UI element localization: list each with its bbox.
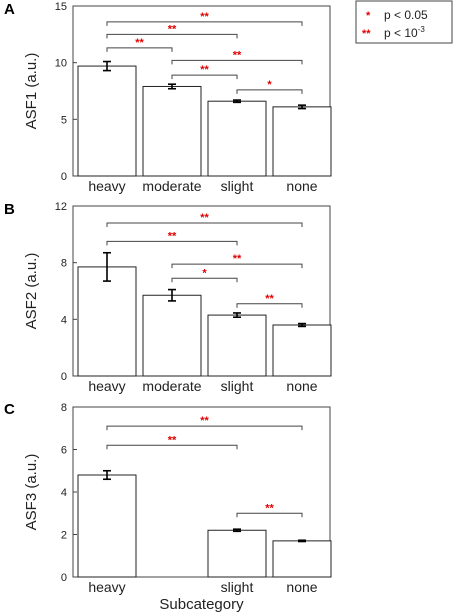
x-tick-label-none: none — [286, 378, 317, 394]
legend-text-1: p < 0.05 — [384, 8, 428, 22]
bar-moderate — [142, 85, 202, 177]
x-tick-label-slight: slight — [221, 378, 254, 394]
significance-marker: * — [267, 79, 272, 91]
x-tick-label-moderate: moderate — [142, 378, 201, 394]
significance-marker: ** — [168, 230, 177, 242]
y-axis-label: ASF2 (a.u.) — [23, 253, 40, 330]
bar-none — [272, 540, 332, 578]
bar-moderate — [142, 294, 202, 377]
significance-bracket — [106, 425, 303, 431]
x-tick-label-none: none — [286, 579, 317, 595]
significance-marker: ** — [168, 434, 177, 446]
significance-bracket — [236, 512, 303, 518]
x-tick-label-slight: slight — [221, 178, 254, 194]
significance-bracket — [236, 89, 303, 94]
significance-bracket — [106, 33, 238, 39]
legend-box — [355, 0, 453, 44]
y-axis-label: ASF3 (a.u.) — [23, 454, 40, 531]
significance-bracket — [106, 21, 303, 26]
significance-marker: ** — [233, 49, 242, 61]
y-tick-label: 0 — [61, 572, 67, 584]
panel-A: A 0 5 10 15 ASF1 (a.u.) heavy moderate slight non… — [4, 1, 332, 194]
significance-marker: ** — [200, 415, 209, 427]
panel-C: C 0 2 4 6 8 ASF3 (a.u.) heavy slight none ** ** ** Su… — [4, 401, 332, 613]
significance-bracket — [236, 303, 303, 308]
legend-marker-2: ** — [362, 28, 371, 40]
y-tick-label: 12 — [55, 201, 67, 213]
significance-bracket — [106, 222, 303, 227]
legend-text-2: p < 10-3 — [384, 25, 425, 40]
y-tick-label: 0 — [61, 371, 67, 383]
significance-marker: ** — [200, 64, 209, 76]
bar-slight — [207, 100, 267, 177]
panel-label: B — [4, 201, 15, 218]
panel-label: A — [4, 1, 15, 18]
y-axis-label: ASF1 (a.u.) — [23, 53, 40, 130]
bar-heavy — [77, 266, 137, 377]
significance-bracket — [106, 240, 238, 246]
y-tick-label: 8 — [61, 402, 67, 414]
bar-slight — [207, 529, 267, 578]
significance-marker: ** — [265, 502, 274, 514]
significance-marker: ** — [200, 212, 209, 224]
bar-heavy — [77, 474, 137, 578]
y-tick-label: 8 — [61, 258, 67, 270]
panel-B: B 0 4 8 12 ASF2 (a.u.) heavy moderate slight none… — [4, 201, 332, 394]
bar-slight — [207, 314, 267, 377]
x-tick-label-moderate: moderate — [142, 178, 201, 194]
x-tick-label-heavy: heavy — [88, 178, 125, 194]
significance-bracket — [171, 263, 303, 269]
x-tick-label-heavy: heavy — [88, 579, 125, 595]
y-tick-label: 15 — [55, 1, 67, 13]
legend: * p < 0.05 ** p < 10-3 — [355, 0, 453, 44]
significance-bracket — [106, 444, 238, 450]
chart-panels: A 0 5 10 15 ASF1 (a.u.) heavy moderate slight non… — [4, 1, 332, 613]
significance-bracket — [106, 47, 173, 52]
significance-bracket — [171, 74, 238, 80]
bar-none — [272, 106, 332, 177]
legend-marker-1: * — [366, 10, 371, 22]
y-tick-label: 5 — [61, 114, 67, 126]
y-tick-label: 6 — [61, 445, 67, 457]
y-tick-label: 0 — [61, 171, 67, 183]
x-tick-label-slight: slight — [221, 579, 254, 595]
panel-label: C — [4, 401, 15, 418]
significance-bracket — [171, 59, 303, 65]
significance-marker: ** — [200, 11, 209, 23]
significance-marker: ** — [168, 23, 177, 35]
x-tick-label-none: none — [286, 178, 317, 194]
significance-marker: * — [202, 267, 207, 279]
y-tick-label: 2 — [61, 530, 67, 542]
bar-heavy — [77, 65, 137, 177]
significance-marker: ** — [233, 253, 242, 265]
bar-none — [272, 324, 332, 377]
x-tick-label-heavy: heavy — [88, 378, 125, 394]
significance-marker: ** — [265, 293, 274, 305]
significance-bracket — [171, 277, 238, 283]
y-tick-label: 4 — [61, 487, 67, 499]
x-axis-label: Subcategory — [159, 596, 244, 613]
significance-marker: ** — [135, 37, 144, 49]
y-tick-label: 10 — [55, 58, 67, 70]
y-tick-label: 4 — [61, 314, 67, 326]
